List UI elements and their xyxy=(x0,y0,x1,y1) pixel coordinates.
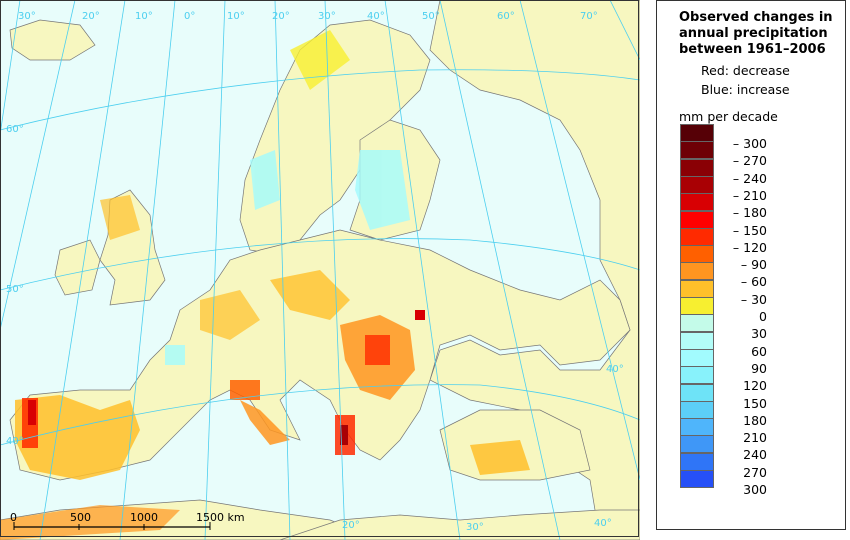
land-continent xyxy=(9,229,631,481)
legend-swatch xyxy=(680,245,714,264)
lon-label: 20° xyxy=(272,11,290,22)
lon-label: 70° xyxy=(580,11,598,22)
legend-label: 120 xyxy=(743,378,767,394)
legend-swatch xyxy=(680,141,714,160)
land-iceland xyxy=(9,19,96,61)
legend-swatch xyxy=(680,366,714,385)
legend-label: – 150 xyxy=(732,222,767,238)
lon-label: 40° xyxy=(594,518,612,529)
increase-patches xyxy=(165,150,410,365)
blue-note: Blue: increase xyxy=(701,82,790,97)
legend-swatch xyxy=(680,297,714,315)
legend-swatch xyxy=(680,331,714,350)
legend-title: Observed changes in annual precipitation… xyxy=(679,10,833,58)
scale-tick: 1000 xyxy=(130,511,158,524)
title-line: Observed changes in xyxy=(679,10,833,25)
lat-label: 60° xyxy=(6,124,24,135)
scale-bar: 0 500 1000 1500 km xyxy=(10,511,245,530)
red-note: Red: decrease xyxy=(701,63,790,78)
legend-label: 30 xyxy=(751,326,767,342)
legend-label: 60 xyxy=(751,343,767,359)
legend-swatch xyxy=(680,193,714,212)
legend-label: – 180 xyxy=(732,205,767,221)
legend-swatch xyxy=(680,470,714,488)
lon-label: 30° xyxy=(466,522,484,533)
lon-label: 20° xyxy=(342,520,360,531)
legend: Observed changes in annual precipitation… xyxy=(656,0,846,530)
lat-label: 50° xyxy=(6,284,24,295)
longitude-labels: 30° 20° 10° 0° 10° 20° 30° 40° 50° 60° 7… xyxy=(6,11,624,533)
lon-label: 10° xyxy=(227,11,245,22)
legend-swatch xyxy=(680,452,714,471)
legend-swatch xyxy=(680,435,714,454)
legend-label: – 270 xyxy=(732,153,767,169)
land-russia-east xyxy=(429,0,640,540)
lon-label: 30° xyxy=(318,11,336,22)
land-scandinavia xyxy=(239,19,431,256)
lon-label: 10° xyxy=(135,11,153,22)
lon-label: 40° xyxy=(367,11,385,22)
legend-label: – 90 xyxy=(740,257,767,273)
lon-label: 50° xyxy=(422,11,440,22)
lat-label: 40° xyxy=(606,364,624,375)
legend-label: – 60 xyxy=(740,274,767,290)
map-frame xyxy=(0,0,639,537)
precipitation-change-map: 30° 20° 10° 0° 10° 20° 30° 40° 50° 60° 7… xyxy=(0,0,640,540)
legend-swatch xyxy=(680,348,714,367)
legend-label: – 300 xyxy=(732,136,767,151)
legend-label: 150 xyxy=(743,395,767,411)
lon-label: 0° xyxy=(184,11,195,22)
legend-unit: mm per decade xyxy=(679,109,778,124)
legend-label: 210 xyxy=(743,430,767,446)
legend-label: – 210 xyxy=(732,187,767,203)
legend-swatch xyxy=(680,383,714,402)
legend-swatch xyxy=(680,314,714,333)
scale-tick: 0 xyxy=(10,511,17,524)
legend-label: 300 xyxy=(743,482,767,497)
lon-label: 30° xyxy=(18,11,36,22)
legend-swatch xyxy=(680,400,714,419)
legend-label: – 30 xyxy=(740,291,767,307)
lon-label: 60° xyxy=(497,11,515,22)
legend-swatch xyxy=(680,210,714,229)
legend-label: 270 xyxy=(743,464,767,480)
land-south-africa-coast xyxy=(279,509,640,540)
land-ireland xyxy=(54,239,101,296)
legend-label: 0 xyxy=(759,309,767,324)
legend-swatch xyxy=(680,227,714,246)
legend-swatch xyxy=(680,279,714,298)
lat-label: 40° xyxy=(6,436,24,447)
legend-label: – 240 xyxy=(732,170,767,186)
legend-swatch xyxy=(680,158,714,177)
legend-label: 180 xyxy=(743,412,767,428)
graticule xyxy=(0,0,640,540)
title-line: between 1961–2006 xyxy=(679,42,826,57)
title-line: annual precipitation xyxy=(679,26,828,41)
legend-label: 240 xyxy=(743,447,767,463)
decrease-patches xyxy=(0,30,530,540)
legend-label: 90 xyxy=(751,360,767,376)
legend-swatch xyxy=(680,262,714,281)
legend-swatch xyxy=(680,175,714,194)
scale-tick: 500 xyxy=(70,511,91,524)
scale-tick: 1500 km xyxy=(196,511,245,524)
legend-swatch xyxy=(680,124,714,142)
lon-label: 20° xyxy=(82,11,100,22)
legend-swatch xyxy=(680,418,714,437)
legend-label: – 120 xyxy=(732,239,767,255)
